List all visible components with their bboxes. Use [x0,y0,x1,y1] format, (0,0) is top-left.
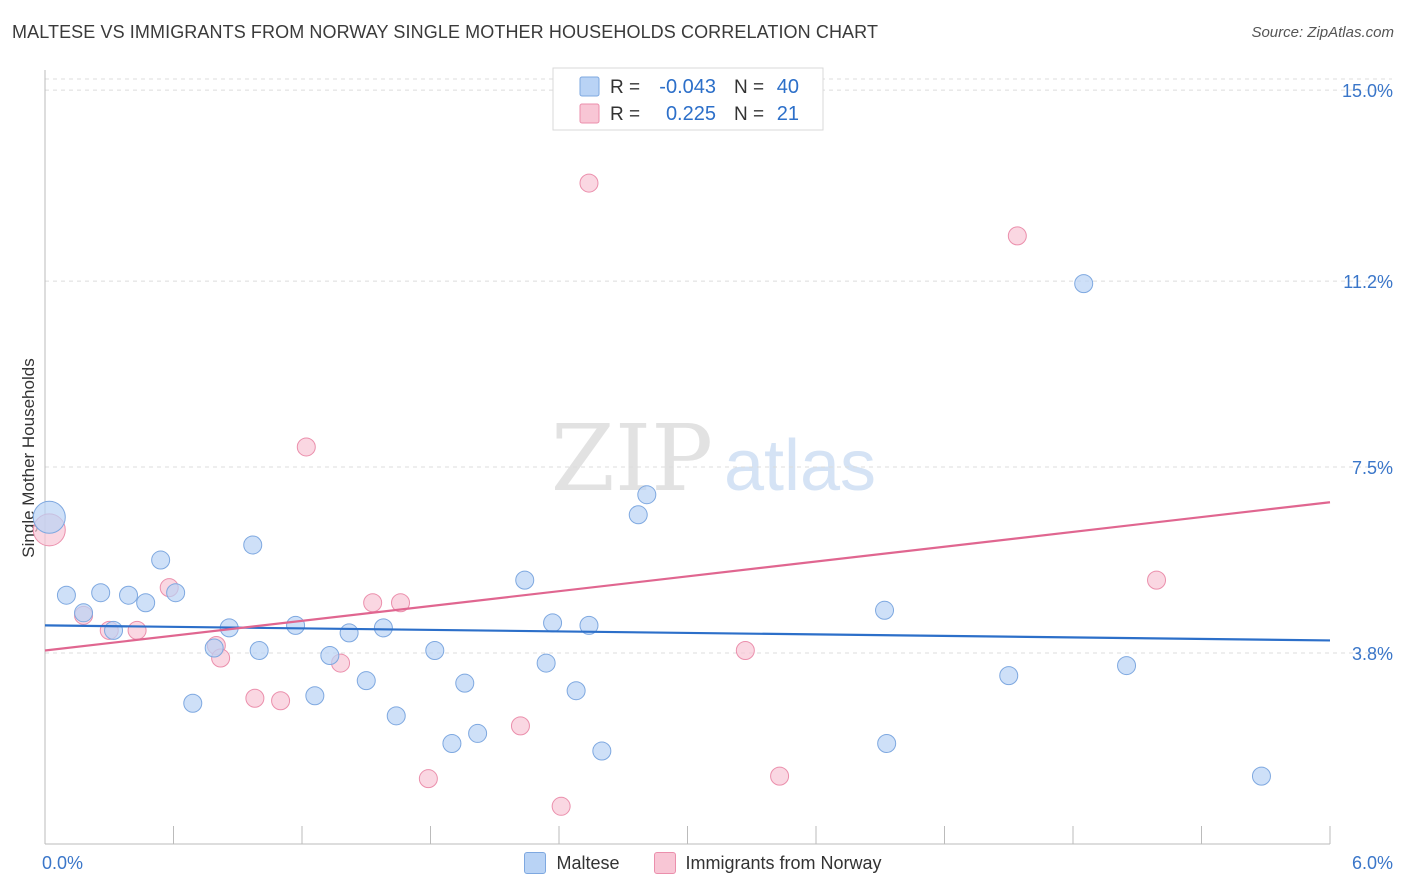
legend-series: Maltese Immigrants from Norway [0,852,1406,874]
legend-swatch-norway [579,103,600,124]
trend-lines [44,501,1331,652]
point-maltese-12 [243,535,263,555]
legend-bottom-swatch-maltese [524,852,547,874]
legend-r-label-norway: R = [610,104,640,125]
point-maltese-31 [628,505,648,525]
point-norway-8 [271,691,291,711]
point-maltese-17 [339,623,359,643]
point-norway-13 [418,769,438,789]
point-norway-20 [1147,570,1167,590]
x-tick-label-0: 0.0% [42,853,83,873]
point-maltese-19 [373,618,393,638]
point-maltese-16 [320,646,340,666]
point-maltese-33 [877,733,897,753]
point-maltese-0 [32,500,66,534]
legend-label-maltese: Maltese [556,852,620,873]
point-maltese-37 [1117,656,1137,676]
point-maltese-21 [425,641,445,660]
point-maltese-3 [91,583,111,603]
point-maltese-38 [1251,766,1271,786]
trend-line-maltese [44,624,1331,642]
point-maltese-2 [74,603,94,623]
point-maltese-22 [442,733,462,753]
point-maltese-9 [183,693,203,713]
legend-label-norway: Immigrants from Norway [685,852,882,873]
point-maltese-24 [468,723,488,743]
point-norway-14 [510,716,530,736]
point-maltese-26 [536,653,556,673]
point-norway-18 [770,766,790,786]
point-maltese-1 [56,585,76,605]
point-maltese-29 [579,615,599,635]
point-maltese-6 [136,593,156,613]
point-norway-3 [127,620,147,640]
legend-item-maltese: Maltese [524,852,620,874]
point-maltese-30 [592,741,612,761]
y-tick-label-2: 11.2% [1343,272,1393,292]
legend-n-label-norway: N = [734,104,764,125]
watermark-zip: ZIP [551,405,713,512]
point-maltese-20 [386,706,406,726]
x-tick-label-1: 6.0% [1352,853,1393,873]
point-norway-16 [579,173,599,193]
y-tick-label-0: 3.8% [1352,644,1393,664]
point-maltese-7 [151,550,171,570]
legend-r-value-norway: 0.225 [666,103,716,125]
gridlines [45,78,1392,654]
watermark: ZIP atlas [551,405,876,512]
point-maltese-14 [286,615,306,635]
source-credit: Source: ZipAtlas.com [1251,24,1394,41]
legend-n-value-norway: 21 [777,103,799,125]
point-maltese-13 [249,641,269,660]
y-tick-label-1: 7.5% [1352,458,1393,478]
point-norway-9 [296,437,316,457]
x-ticks [44,826,1331,844]
trend-line-norway [44,501,1331,652]
legend-n-value-maltese: 40 [777,76,799,98]
point-maltese-18 [356,671,376,691]
point-maltese-27 [543,613,563,633]
y-axis-label: Single Mother Households [19,358,38,557]
point-maltese-8 [166,583,186,603]
legend-swatch-maltese [579,76,600,97]
point-maltese-34 [875,600,895,620]
point-norway-12 [391,593,411,613]
y-tick-labels: 3.8% 7.5% 11.2% 15.0% [1342,81,1393,664]
y-tick-label-3: 15.0% [1342,81,1393,101]
legend-stats: R = -0.043 N = 40 R = 0.225 N = 21 [552,67,824,131]
point-maltese-35 [999,666,1019,686]
x-tick-labels: 0.0% 6.0% [42,853,1393,873]
point-maltese-28 [566,681,586,701]
point-maltese-36 [1074,274,1094,294]
legend-bottom-swatch-norway [653,852,676,874]
point-maltese-5 [119,585,139,605]
point-maltese-25 [515,570,535,590]
legend-item-norway: Immigrants from Norway [653,852,882,874]
point-maltese-10 [204,638,224,658]
point-norway-17 [735,641,755,660]
legend-r-label-maltese: R = [610,77,640,98]
legend-r-value-maltese: -0.043 [659,76,716,98]
point-norway-19 [1007,226,1027,246]
point-maltese-4 [104,620,124,640]
chart-title: MALTESE VS IMMIGRANTS FROM NORWAY SINGLE… [12,22,879,42]
legend-n-label-maltese: N = [734,77,764,98]
point-norway-15 [551,796,571,816]
point-maltese-23 [455,673,475,693]
watermark-atlas: atlas [724,426,876,506]
point-norway-11 [363,593,383,613]
point-maltese-15 [305,686,325,706]
point-maltese-32 [637,485,657,505]
point-norway-7 [245,688,265,708]
